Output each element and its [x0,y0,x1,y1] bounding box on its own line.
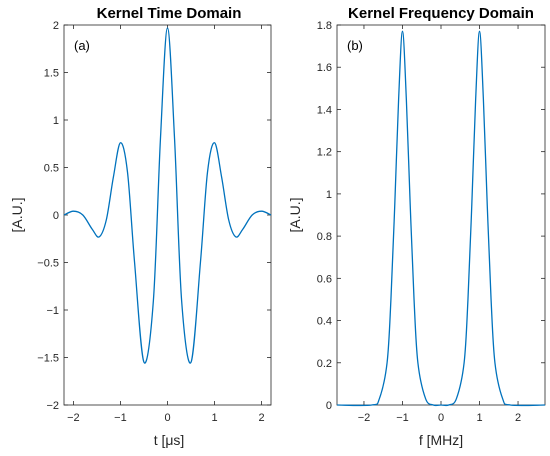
frequency-x-tick-label: 2 [515,412,521,424]
frequency-x-tick-label: −1 [396,412,409,424]
frequency-y-tick-label: 1.2 [317,147,332,159]
time-x-tick-label: 1 [211,412,217,424]
frequency-x-tick-label: 1 [476,412,482,424]
frequency-domain-panel: Kernel Frequency Domain (b) f [MHz] [A.U… [287,5,546,448]
frequency-y-tick-label: 1.8 [317,20,332,32]
time-y-tick-label: 2 [53,20,59,32]
frequency-y-tick-label: 1.6 [317,62,332,74]
frequency-y-tick-label: 0.6 [317,273,332,285]
time-y-tick-label: −1 [46,305,59,317]
frequency-y-axis-label: [A.U.] [287,197,303,232]
time-plot-frame [63,24,272,406]
time-y-tick-label: −2 [46,400,59,412]
time-x-tick-label: 2 [259,412,265,424]
time-x-tick-label: −1 [114,412,127,424]
frequency-y-tick-label: 0 [326,400,332,412]
frequency-domain-title: Kernel Frequency Domain [348,5,534,22]
time-y-tick-label: −1.5 [37,353,59,365]
panel-a-label: (a) [74,38,90,53]
time-y-tick-label: −0.5 [37,258,59,270]
time-x-tick-label: −2 [67,412,80,424]
time-y-tick-label: 1.5 [44,68,59,80]
time-y-axis-label: [A.U.] [9,197,25,232]
frequency-y-tick-label: 1 [326,189,332,201]
frequency-x-tick-label: −2 [358,412,371,424]
frequency-x-tick-label: 0 [438,412,444,424]
frequency-y-tick-label: 0.4 [317,316,332,328]
time-x-axis-label: t [μs] [154,432,185,448]
time-y-tick-label: 0 [53,210,59,222]
frequency-y-tick-label: 0.2 [317,358,332,370]
frequency-y-tick-label: 1.4 [317,104,332,116]
time-y-tick-label: 0.5 [44,163,59,175]
panel-b-label: (b) [347,38,363,53]
frequency-domain-curve [336,30,546,407]
time-domain-curve [63,27,272,364]
frequency-plot-frame [336,24,546,406]
frequency-y-tick-label: 0.8 [317,231,332,243]
time-x-tick-label: 0 [164,412,170,424]
time-domain-panel: Kernel Time Domain (a) t [μs] [A.U.] −2−… [9,5,272,448]
frequency-x-axis-label: f [MHz] [419,432,463,448]
time-y-tick-label: 1 [53,115,59,127]
time-domain-title: Kernel Time Domain [97,5,242,22]
